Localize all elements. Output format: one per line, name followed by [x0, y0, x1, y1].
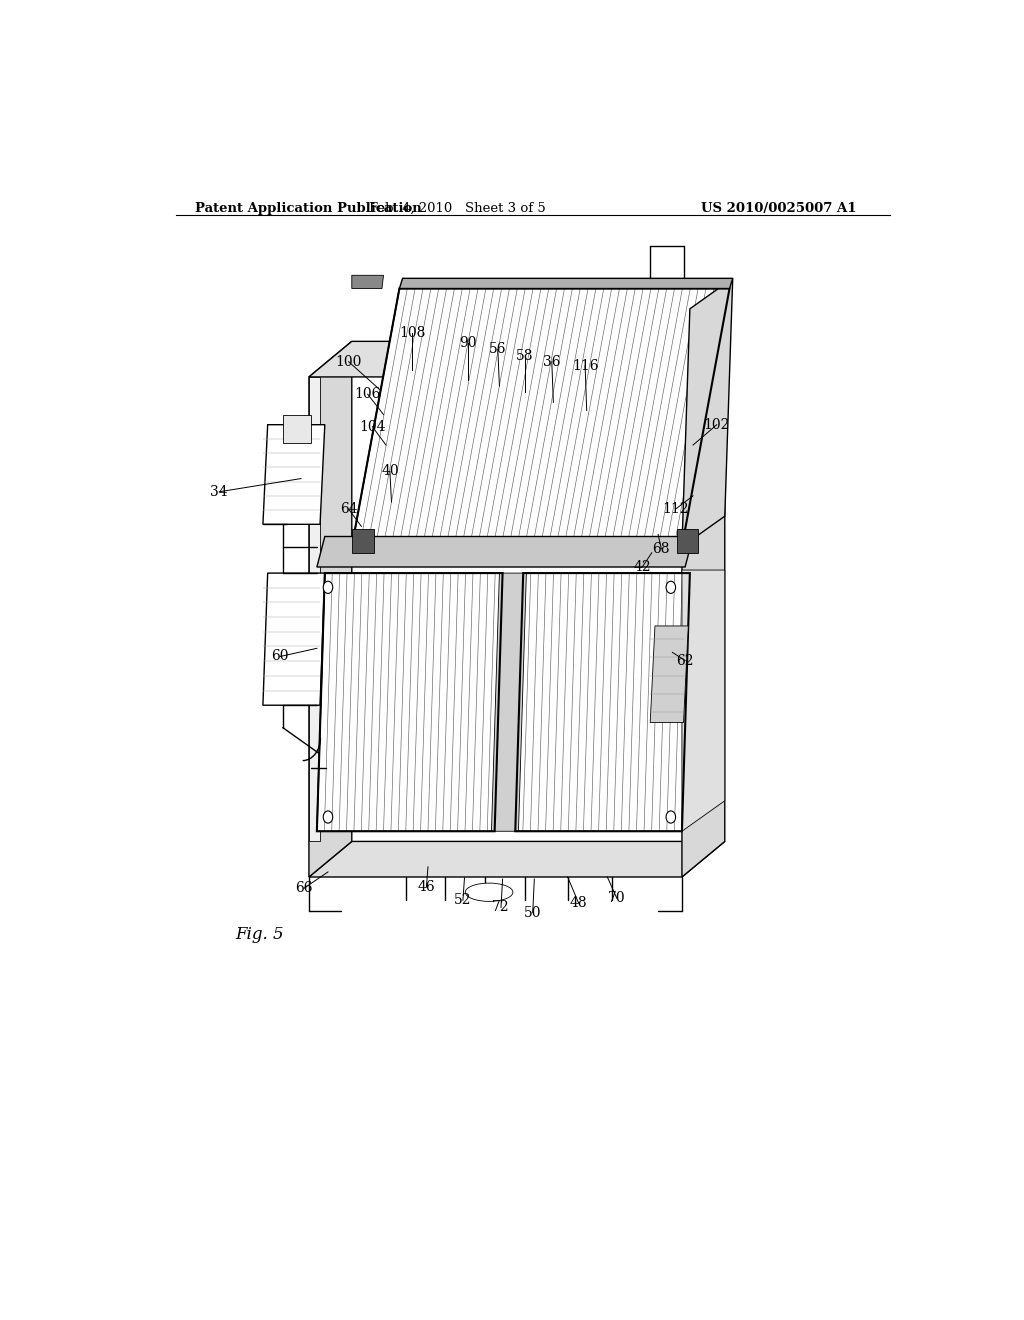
Polygon shape — [316, 536, 693, 568]
Circle shape — [324, 581, 333, 594]
Polygon shape — [352, 546, 685, 554]
Polygon shape — [283, 414, 310, 444]
Text: 112: 112 — [663, 502, 689, 516]
Text: 50: 50 — [524, 906, 542, 920]
Text: 36: 36 — [543, 355, 560, 368]
Polygon shape — [309, 378, 321, 841]
Polygon shape — [316, 573, 503, 832]
Text: 46: 46 — [418, 880, 435, 894]
Text: 58: 58 — [516, 348, 534, 363]
Text: 72: 72 — [493, 900, 510, 915]
Polygon shape — [309, 342, 725, 378]
Text: Patent Application Publication: Patent Application Publication — [196, 202, 422, 215]
Polygon shape — [263, 573, 325, 705]
Text: 90: 90 — [459, 337, 476, 350]
Text: 104: 104 — [359, 420, 386, 434]
Polygon shape — [352, 529, 374, 553]
Text: 100: 100 — [336, 355, 361, 368]
Polygon shape — [492, 573, 526, 832]
Text: 102: 102 — [703, 417, 730, 432]
Polygon shape — [399, 279, 733, 289]
Circle shape — [324, 810, 333, 824]
Text: Fig. 5: Fig. 5 — [236, 927, 284, 942]
Text: 40: 40 — [381, 465, 398, 478]
Polygon shape — [682, 342, 725, 876]
Polygon shape — [682, 570, 725, 832]
Polygon shape — [650, 626, 688, 722]
Text: 42: 42 — [634, 560, 651, 574]
Text: 108: 108 — [399, 326, 425, 341]
Text: 106: 106 — [354, 387, 381, 401]
Text: US 2010/0025007 A1: US 2010/0025007 A1 — [701, 202, 856, 215]
Polygon shape — [682, 279, 733, 546]
Text: 56: 56 — [489, 342, 507, 356]
Text: 66: 66 — [296, 882, 313, 895]
Text: 48: 48 — [570, 896, 588, 911]
Text: 34: 34 — [211, 484, 228, 499]
Text: 64: 64 — [340, 502, 357, 516]
Text: Feb. 4, 2010   Sheet 3 of 5: Feb. 4, 2010 Sheet 3 of 5 — [369, 202, 546, 215]
Polygon shape — [515, 573, 690, 832]
Circle shape — [666, 581, 676, 594]
Text: 70: 70 — [608, 891, 626, 906]
Circle shape — [666, 810, 676, 824]
Text: 62: 62 — [677, 653, 694, 668]
Ellipse shape — [465, 883, 513, 902]
Text: 60: 60 — [271, 649, 289, 664]
Polygon shape — [352, 276, 384, 289]
Polygon shape — [352, 289, 729, 546]
Text: 52: 52 — [455, 894, 472, 907]
Polygon shape — [263, 425, 325, 524]
Polygon shape — [677, 529, 697, 553]
Polygon shape — [309, 342, 352, 876]
Text: 68: 68 — [652, 541, 670, 556]
Text: 116: 116 — [571, 359, 598, 372]
Polygon shape — [309, 841, 725, 876]
